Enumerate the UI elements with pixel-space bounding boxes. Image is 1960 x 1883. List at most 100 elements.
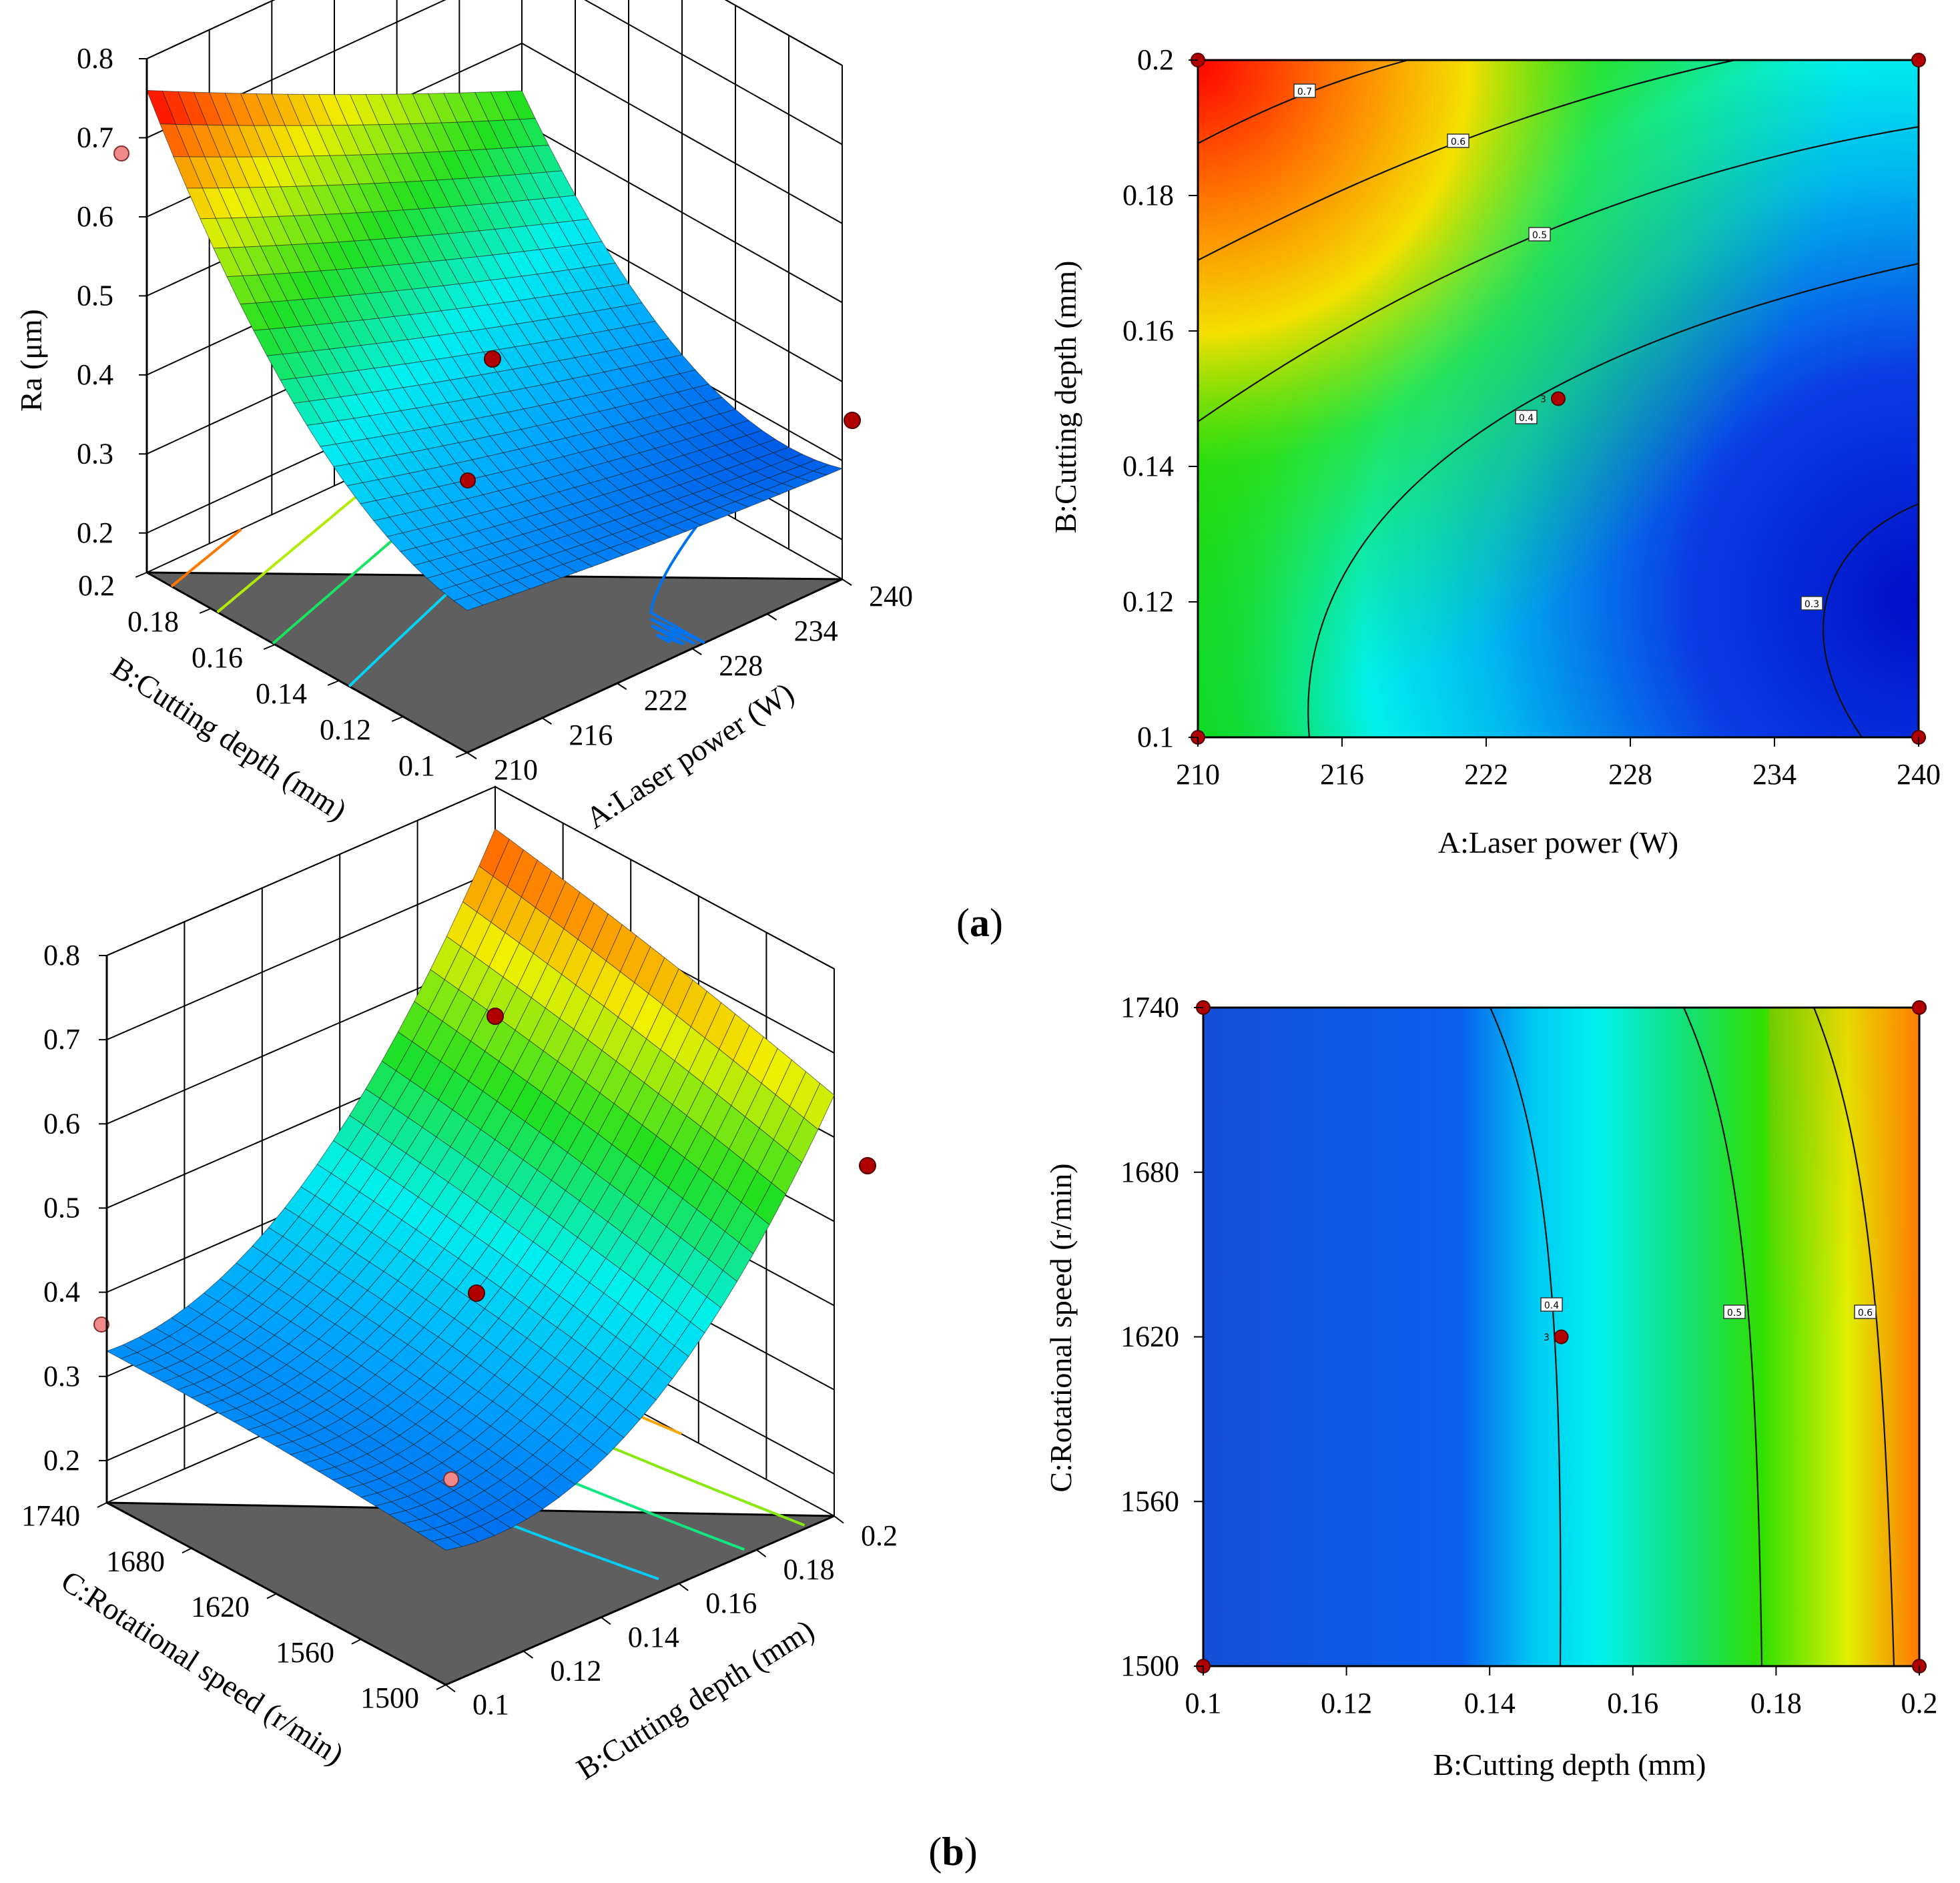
box-grid-line xyxy=(106,870,496,1041)
x-tick-mark xyxy=(541,717,552,725)
x-tick-mark xyxy=(842,579,852,586)
y-tick-mark xyxy=(182,1547,192,1554)
z-tick-label: 0.6 xyxy=(43,1107,80,1140)
x-tick-label: 228 xyxy=(719,649,763,682)
box-grid-line xyxy=(495,786,835,970)
contour-label: 0.4 xyxy=(1540,1297,1563,1312)
y-tick-label: 1680 xyxy=(106,1545,165,1577)
y-tick-label: 0.16 xyxy=(1122,314,1174,347)
y-tick-mark xyxy=(135,572,147,578)
y-tick-mark xyxy=(455,752,468,758)
z-tick-label: 0.4 xyxy=(77,358,113,391)
contour-label-box xyxy=(1540,1297,1563,1312)
surface-cell xyxy=(430,1537,463,1551)
contour-a-labels: 0.7 0.6 0.5 0.4 0.3 xyxy=(1293,83,1823,611)
design-point xyxy=(1554,1329,1569,1345)
x-tick-mark xyxy=(601,1617,611,1625)
y-tick-label: 0.1 xyxy=(1137,721,1174,753)
x-tick-label: 0.2 xyxy=(1901,1687,1938,1720)
contour-a-y-ticks: 0.1 0.12 0.14 0.16 0.18 0.2 xyxy=(1122,43,1198,753)
contour-label-box xyxy=(1528,227,1551,242)
y-tick-label: 1560 xyxy=(276,1636,334,1669)
y-tick-label: 0.12 xyxy=(1122,585,1174,618)
x-tick-mark xyxy=(834,1515,844,1524)
contour-label-text: 0.3 xyxy=(1805,599,1819,610)
x-tick-label: 234 xyxy=(1752,758,1796,791)
x-tick-label: 240 xyxy=(1897,758,1941,791)
box-grid-line xyxy=(106,786,496,956)
surface-cell xyxy=(452,595,484,611)
surface-plot-b: 0.2 0.3 0.4 0.5 0.6 0.7 0.8 1500 1560 1620 1680 17… xyxy=(21,785,898,1786)
x-tick-label: 228 xyxy=(1608,758,1652,791)
contour-label-text: 0.5 xyxy=(1727,1308,1742,1319)
contour-label: 0.5 xyxy=(1723,1304,1746,1319)
z-tick-label: 0.7 xyxy=(77,121,113,153)
y-tick-label: 1620 xyxy=(191,1591,250,1623)
z-tick-label: 0.6 xyxy=(77,200,113,233)
y-tick-label: 1500 xyxy=(1120,1649,1179,1682)
y-tick-label: 0.18 xyxy=(1122,179,1174,212)
x-tick-label: 240 xyxy=(869,580,913,613)
surface-b-x-ticks: 0.1 0.12 0.14 0.16 0.18 0.2 xyxy=(445,1515,898,1721)
y-tick-mark xyxy=(436,1684,446,1690)
x-tick-mark xyxy=(691,648,702,655)
surface-b-x-label: B:Cutting depth (mm) xyxy=(571,1613,820,1786)
x-tick-mark xyxy=(617,683,627,690)
y-tick-label: 0.2 xyxy=(1137,43,1174,76)
contour-label-box xyxy=(1515,410,1538,424)
y-tick-mark xyxy=(327,680,340,686)
z-tick-label: 0.7 xyxy=(43,1023,80,1056)
z-tick-label: 0.3 xyxy=(77,437,113,470)
surface-a-point-front xyxy=(460,472,476,488)
contour-label-box xyxy=(1447,133,1469,148)
contour-b-x-ticks: 0.1 0.12 0.14 0.16 0.18 0.2 xyxy=(1185,1666,1938,1720)
y-tick-label: 1680 xyxy=(1120,1156,1179,1188)
surface-b-point-front xyxy=(443,1471,459,1487)
design-point xyxy=(1912,1000,1927,1015)
z-tick-label: 0.2 xyxy=(77,516,113,549)
surface-b-mesh xyxy=(105,828,835,1551)
contour-b-labels: 0.4 0.5 0.6 xyxy=(1540,1297,1877,1319)
x-tick-mark xyxy=(466,752,477,759)
x-tick-label: 0.16 xyxy=(1607,1687,1658,1720)
x-tick-label: 216 xyxy=(1320,758,1364,791)
contour-label-text: 0.4 xyxy=(1544,1300,1559,1311)
contour-a-frame xyxy=(1197,59,1920,739)
contour-a-x-label: A:Laser power (W) xyxy=(1438,825,1678,859)
contour-label-text: 0.6 xyxy=(1451,137,1465,147)
contour-b-y-label: C:Rotational speed (r/min) xyxy=(1044,1163,1078,1492)
z-tick-label: 0.3 xyxy=(43,1360,80,1393)
y-tick-mark xyxy=(351,1638,362,1645)
surface-a-x-ticks: 210 216 222 228 234 240 xyxy=(466,579,913,786)
contour-label-box xyxy=(1854,1304,1877,1319)
contour-label: 0.6 xyxy=(1854,1304,1877,1319)
y-tick-label: 0.14 xyxy=(256,677,307,710)
y-tick-mark xyxy=(266,1593,277,1599)
surface-b-point-right xyxy=(859,1157,876,1174)
x-tick-label: 0.18 xyxy=(783,1553,835,1586)
contour-label-box xyxy=(1801,596,1823,611)
contour-label: 0.6 xyxy=(1447,133,1469,148)
y-tick-label: 0.16 xyxy=(192,641,243,674)
contour-b-lines xyxy=(1489,1007,1895,1667)
surface-b-point-center xyxy=(468,1284,485,1302)
contour-label: 0.3 xyxy=(1801,596,1823,611)
surface-a-z-ticks: 0.2 0.3 0.4 0.5 0.6 0.7 0.8 xyxy=(77,42,148,573)
y-tick-label: 1740 xyxy=(1120,991,1179,1024)
surface-b-y-ticks: 1500 1560 1620 1680 1740 xyxy=(21,1499,446,1714)
design-point xyxy=(1551,391,1566,406)
contour-label-box xyxy=(1723,1304,1746,1319)
contour-label-box xyxy=(1293,83,1316,98)
surface-a-z-label: Ra (μm) xyxy=(14,309,48,412)
y-tick-label: 1560 xyxy=(1120,1485,1179,1517)
surface-a-point-top-left xyxy=(113,145,129,161)
design-point xyxy=(1911,53,1926,67)
y-tick-mark xyxy=(97,1502,107,1508)
x-tick-mark xyxy=(523,1650,534,1659)
x-tick-mark xyxy=(755,1549,767,1557)
surface-b-point-top xyxy=(486,1008,504,1025)
x-tick-label: 210 xyxy=(494,753,538,786)
surface-a-x-label: A:Laser power (W) xyxy=(580,676,800,835)
surface-a-point-center xyxy=(484,350,501,368)
